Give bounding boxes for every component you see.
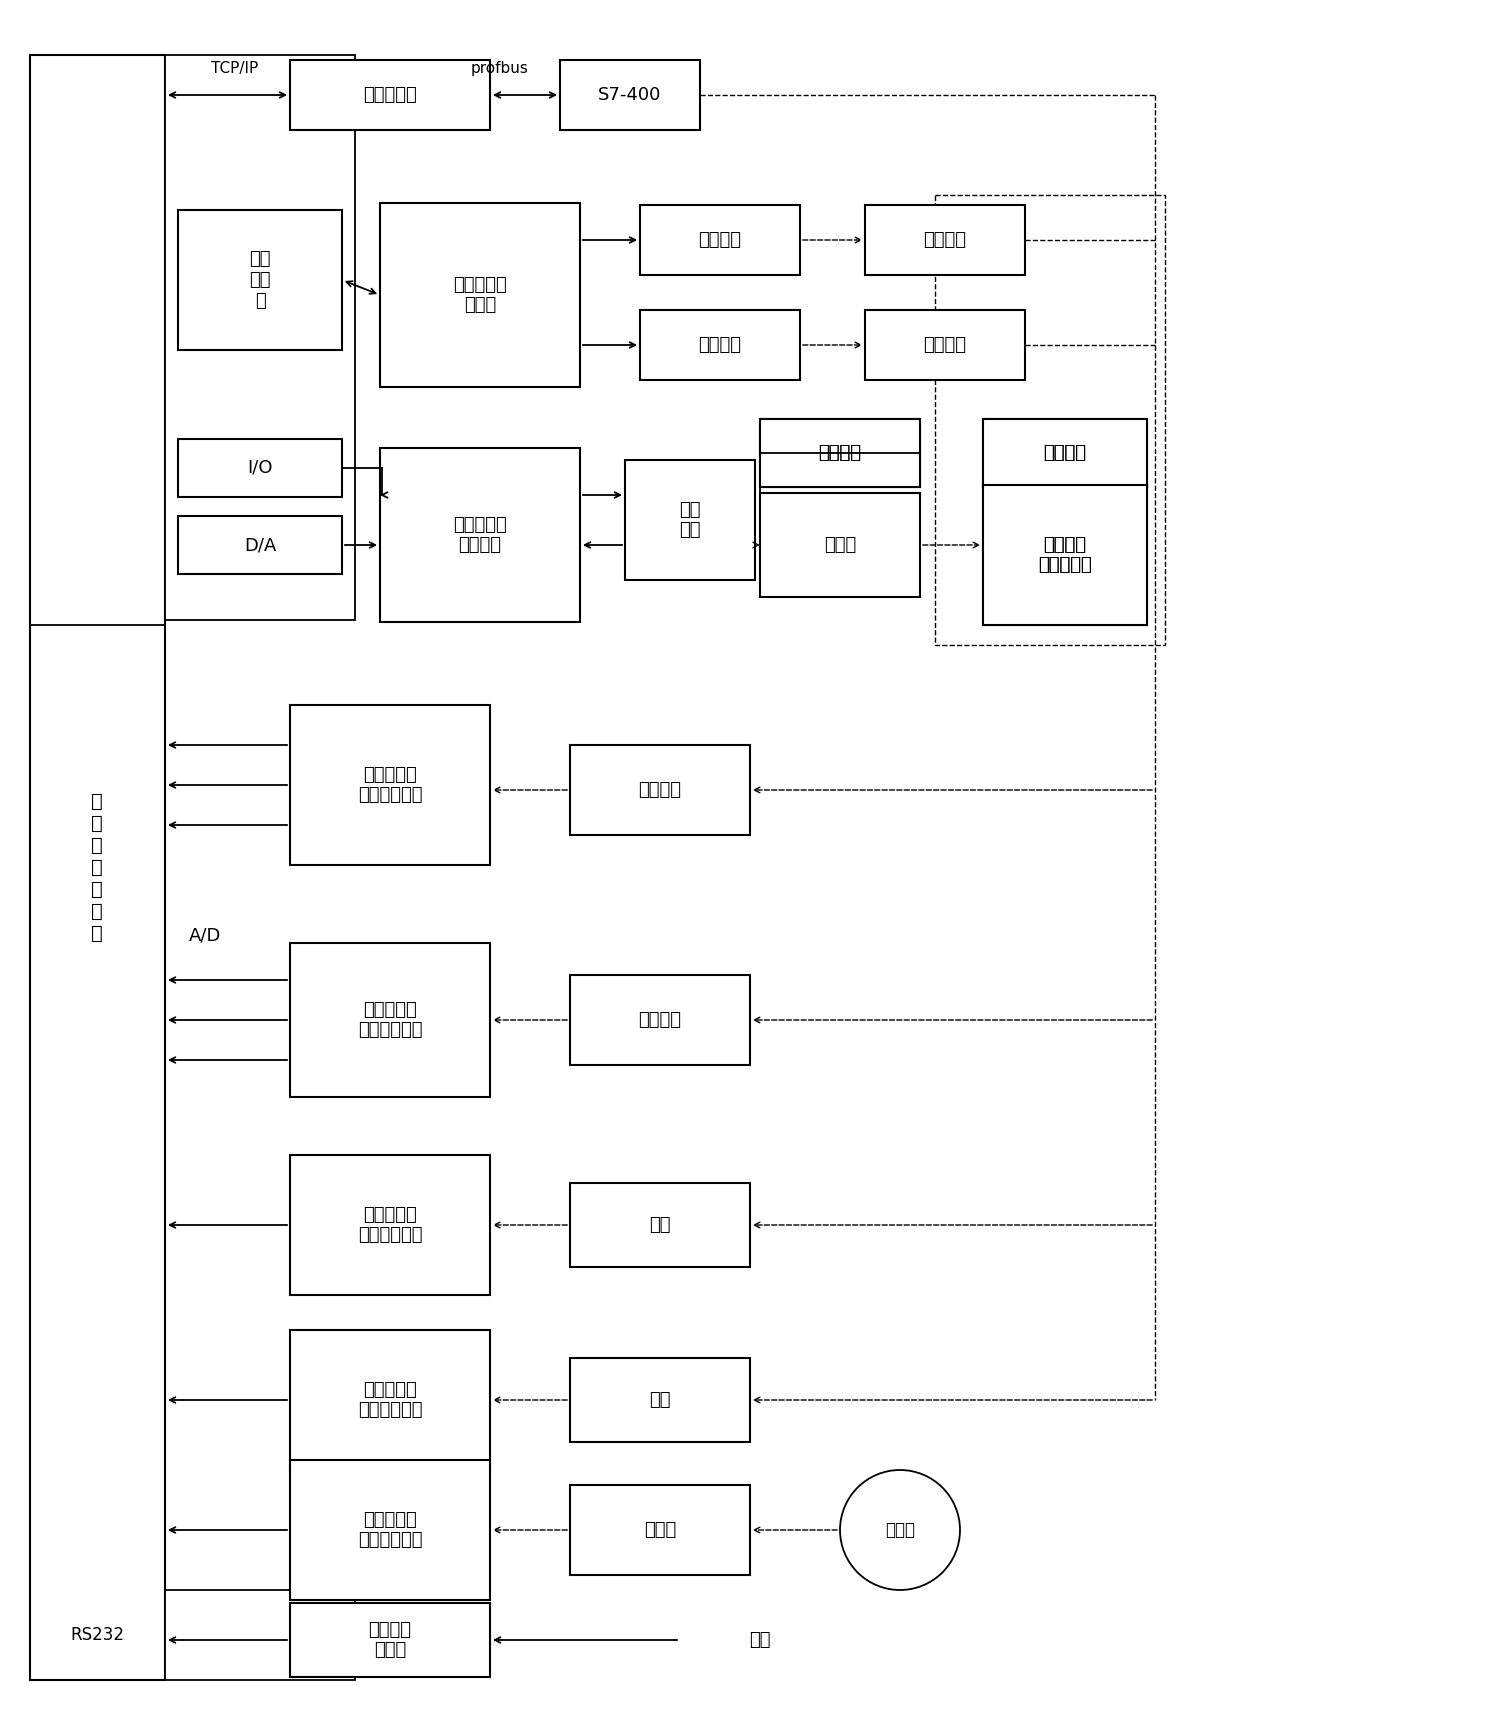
Text: 风洞稳定
段、试验段: 风洞稳定 段、试验段 <box>1039 536 1091 575</box>
Bar <box>761 418 920 488</box>
Text: 压力变送器
（气源测量）: 压力变送器 （气源测量） <box>358 1510 422 1550</box>
Text: 交流伺服调
速装置: 交流伺服调 速装置 <box>452 276 507 314</box>
Text: TCP/IP: TCP/IP <box>212 61 259 75</box>
Bar <box>290 1330 490 1470</box>
Text: 静压变送器
（三个量程）: 静压变送器 （三个量程） <box>358 1000 422 1040</box>
Bar <box>380 203 580 387</box>
Text: 总压测管: 总压测管 <box>639 781 681 799</box>
Bar <box>983 484 1147 625</box>
Text: 气管: 气管 <box>649 1391 670 1410</box>
Bar <box>290 1154 490 1295</box>
Text: 栅指机构: 栅指机构 <box>1043 444 1087 462</box>
Bar <box>380 448 580 621</box>
Bar <box>570 1358 750 1443</box>
Bar <box>761 418 920 488</box>
Bar <box>983 418 1147 488</box>
Text: 全数字直流
调速装置: 全数字直流 调速装置 <box>452 516 507 554</box>
Text: 测压管: 测压管 <box>643 1521 676 1540</box>
Text: 风洞稳定
段、试验段: 风洞稳定 段、试验段 <box>1039 536 1091 575</box>
Text: 静压测管: 静压测管 <box>639 1010 681 1029</box>
Text: 静叶机构: 静叶机构 <box>819 444 861 462</box>
Bar <box>177 516 343 575</box>
Text: 压缩机: 压缩机 <box>824 536 857 554</box>
Bar <box>935 194 1165 646</box>
Text: 大气: 大气 <box>750 1632 771 1649</box>
Bar <box>177 210 343 351</box>
Text: 大气压力
传感器: 大气压力 传感器 <box>368 1621 412 1660</box>
Text: 露点温度仪
（湿度测量）: 露点温度仪 （湿度测量） <box>358 1205 422 1245</box>
Bar <box>570 1484 750 1575</box>
Text: RS232: RS232 <box>71 1627 125 1644</box>
Text: 栅指机构: 栅指机构 <box>1043 444 1087 462</box>
Text: 温度变送器
（总温测量）: 温度变送器 （总温测量） <box>358 1380 422 1420</box>
Bar <box>290 61 490 130</box>
Text: 气管: 气管 <box>649 1215 670 1234</box>
Bar <box>640 205 800 274</box>
Text: profbus: profbus <box>470 61 529 75</box>
Bar <box>561 61 700 130</box>
Bar <box>983 418 1147 488</box>
Bar <box>165 56 355 620</box>
Bar <box>570 1182 750 1267</box>
Text: 传动机构: 传动机构 <box>923 231 966 248</box>
Text: S7-400: S7-400 <box>598 87 661 104</box>
Bar <box>290 1602 490 1677</box>
Bar <box>866 311 1025 380</box>
Text: 主
控
系
统
计
算
机: 主 控 系 统 计 算 机 <box>92 792 102 943</box>
Text: 传动机构: 传动机构 <box>923 337 966 354</box>
Bar <box>625 460 755 580</box>
Bar <box>570 745 750 835</box>
Text: 交流电机: 交流电机 <box>699 231 741 248</box>
Bar <box>290 705 490 865</box>
Text: 运动
控制
卡: 运动 控制 卡 <box>249 250 271 309</box>
Text: D/A: D/A <box>243 536 277 554</box>
Bar <box>177 439 343 496</box>
Bar <box>761 493 920 597</box>
Text: 总压变送器
（三个量程）: 总压变送器 （三个量程） <box>358 766 422 804</box>
Text: I/O: I/O <box>248 458 272 477</box>
Bar <box>983 484 1147 625</box>
Text: 交流电机: 交流电机 <box>699 337 741 354</box>
Bar <box>570 976 750 1064</box>
Text: 直流
电机: 直流 电机 <box>679 500 700 540</box>
Text: A/D: A/D <box>189 925 221 944</box>
Text: 静叶机构: 静叶机构 <box>819 444 861 462</box>
Bar <box>30 56 165 1680</box>
Bar <box>640 311 800 380</box>
Bar <box>290 943 490 1097</box>
Bar <box>290 1460 490 1601</box>
Bar <box>165 1590 355 1680</box>
Text: 监控计算机: 监控计算机 <box>364 87 416 104</box>
Bar <box>866 205 1025 274</box>
Text: 储气罐: 储气罐 <box>885 1521 915 1540</box>
